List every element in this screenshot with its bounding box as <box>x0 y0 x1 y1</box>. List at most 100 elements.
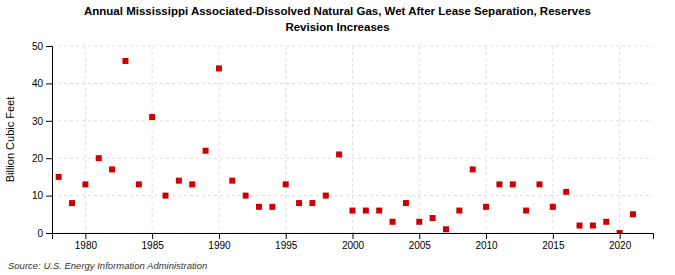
point <box>470 166 476 172</box>
point <box>416 219 422 225</box>
point <box>443 226 449 232</box>
x-axis: 1980 1985 1990 1995 2000 2005 2010 2015 2020 <box>53 233 654 251</box>
point <box>176 178 182 184</box>
point <box>390 219 396 225</box>
point <box>563 189 569 195</box>
x-tick-label: 2000 <box>342 240 365 251</box>
x-tick-mark <box>286 233 287 239</box>
point <box>430 215 436 221</box>
point <box>296 200 302 206</box>
point <box>136 181 142 187</box>
point <box>69 200 75 206</box>
points <box>56 58 636 233</box>
x-tick: 2015 <box>542 233 565 251</box>
point <box>122 58 128 64</box>
point <box>577 223 583 229</box>
y-tick: 20 <box>32 153 52 164</box>
point <box>229 178 235 184</box>
point <box>163 193 169 199</box>
point <box>96 155 102 161</box>
point <box>590 223 596 229</box>
x-tick-label: 1980 <box>75 240 98 251</box>
point <box>269 204 275 210</box>
x-tick: 1990 <box>208 233 231 251</box>
point <box>82 181 88 187</box>
grid-line-x <box>352 46 353 233</box>
point <box>189 181 195 187</box>
point <box>243 193 249 199</box>
x-tick: 2005 <box>409 233 432 251</box>
point <box>56 174 62 180</box>
y-axis-line <box>46 47 53 234</box>
point <box>350 208 356 214</box>
point <box>363 208 369 214</box>
point <box>256 204 262 210</box>
y-tick-label: 30 <box>32 116 44 127</box>
x-tick-label: 2005 <box>409 240 432 251</box>
x-tick-label: 2020 <box>609 240 632 251</box>
x-tick: 2000 <box>342 233 365 251</box>
x-tick-mark <box>419 233 420 239</box>
point <box>403 200 409 206</box>
y-tick: 50 <box>32 41 52 52</box>
x-tick-label: 1985 <box>142 240 165 251</box>
y-tick-mark <box>46 46 52 47</box>
y-tick-label: 10 <box>32 190 44 201</box>
x-tick-label: 1995 <box>275 240 298 251</box>
annotation: Source: U.S. Energy Information Administ… <box>8 260 207 271</box>
x-tick: 1995 <box>275 233 298 251</box>
y-tick: 0 <box>37 228 52 239</box>
point <box>203 148 209 154</box>
point <box>523 208 529 214</box>
grid-line-x <box>85 46 86 233</box>
grid-line-x <box>419 46 420 233</box>
point <box>109 166 115 172</box>
grid-line-x <box>152 46 153 233</box>
y-tick-mark <box>46 158 52 159</box>
title: Annual Mississippi Associated-Dissolved … <box>84 5 591 17</box>
grid-line-x <box>619 46 620 233</box>
grid-line-y <box>52 195 653 196</box>
y-tick-mark <box>46 196 52 197</box>
x-axis-line <box>53 234 654 240</box>
x-tick-mark <box>620 233 621 239</box>
x-tick: 2010 <box>475 233 498 251</box>
x-tick-mark <box>152 233 153 239</box>
point <box>550 204 556 210</box>
y-tick: 30 <box>32 116 52 127</box>
x-tick: 1980 <box>75 233 98 251</box>
point <box>149 114 155 120</box>
x-tick-mark <box>486 233 487 239</box>
plot: 1980 1985 1990 1995 2000 2005 2010 2015 2020 0 10 2… <box>32 41 654 251</box>
x-tick: 1985 <box>142 233 165 251</box>
point <box>496 181 502 187</box>
y-axis: 0 10 20 30 40 50 <box>32 41 53 239</box>
grid-line-y <box>52 158 653 159</box>
point <box>483 204 489 210</box>
chart: Annual Mississippi Associated-Dissolved … <box>0 0 675 275</box>
point <box>630 211 636 217</box>
y-tick-label: 40 <box>32 78 44 89</box>
point <box>216 65 222 71</box>
grid-line-x <box>285 46 286 233</box>
point <box>536 181 542 187</box>
y-tick-mark <box>46 233 52 234</box>
point <box>510 181 516 187</box>
y-tick-label: 20 <box>32 153 44 164</box>
grid <box>52 46 653 233</box>
point <box>336 151 342 157</box>
point <box>456 208 462 214</box>
subtitle: Revision Increases <box>285 21 389 33</box>
y-tick: 40 <box>32 78 52 89</box>
point <box>376 208 382 214</box>
x-tick-mark <box>85 233 86 239</box>
y-tick-mark <box>46 121 52 122</box>
point <box>309 200 315 206</box>
grid-line-x <box>218 46 219 233</box>
y-axis-title: Billion Cubic Feet <box>4 97 16 183</box>
x-tick-label: 2010 <box>475 240 498 251</box>
point <box>617 230 623 233</box>
point <box>323 193 329 199</box>
y-tick: 10 <box>32 190 52 201</box>
x-tick: 2020 <box>609 233 632 251</box>
